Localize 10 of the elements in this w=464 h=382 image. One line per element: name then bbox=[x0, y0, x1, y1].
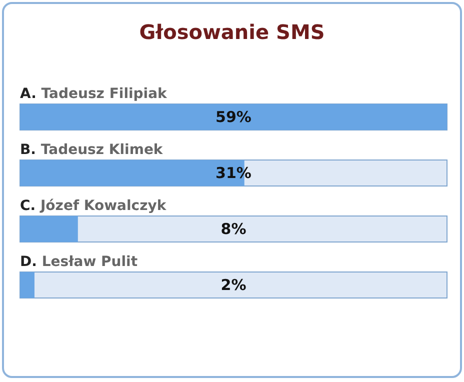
data-label: 59% bbox=[216, 108, 252, 126]
y-tick-label: C. Józef Kowalczyk bbox=[20, 198, 167, 214]
chart-title: Głosowanie SMS bbox=[138, 20, 326, 44]
y-tick-label: A. Tadeusz Filipiak bbox=[20, 86, 168, 102]
bar bbox=[20, 216, 78, 242]
bar bbox=[20, 272, 34, 298]
y-tick-label: D. Lesław Pulit bbox=[20, 254, 138, 270]
data-label: 2% bbox=[220, 276, 246, 294]
data-label: 8% bbox=[220, 220, 246, 238]
y-tick-label: B. Tadeusz Klimek bbox=[20, 142, 164, 158]
